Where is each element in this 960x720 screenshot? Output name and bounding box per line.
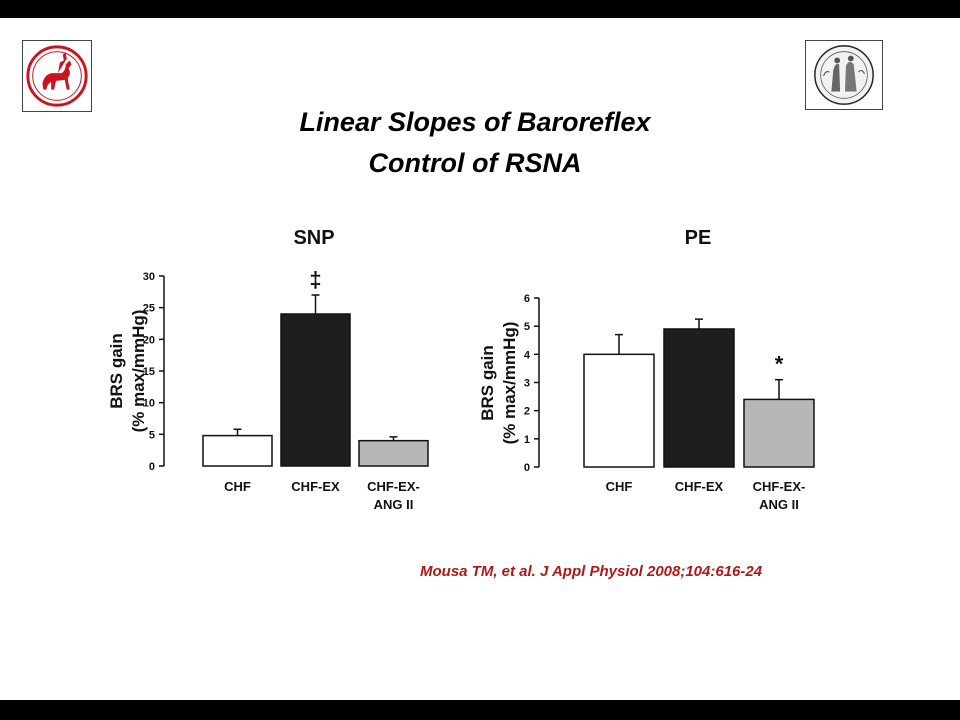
chart-snp-y-tick-label: 10 bbox=[143, 398, 155, 410]
chart-snp-bar bbox=[358, 439, 429, 467]
chart-snp-bar bbox=[202, 434, 273, 467]
chart-snp-y-axis-label: BRS gain (% max/mmHg) bbox=[107, 310, 148, 433]
chart-snp-y-tick-label: 20 bbox=[143, 334, 155, 346]
chart-pe-y-axis-label-line: (% max/mmHg) bbox=[500, 322, 519, 445]
chart-pe: PE 0 1 2 3 4 5 6 BRS gain (% max/mmHg) CHF CHF-EX * C… bbox=[478, 227, 815, 512]
chart-pe-bar bbox=[663, 328, 735, 468]
citation-text: Mousa TM, et al. J Appl Physiol 2008;104… bbox=[420, 563, 763, 580]
top-black-band bbox=[0, 0, 960, 18]
chart-pe-y-tick-label: 4 bbox=[524, 349, 531, 361]
chart-pe-y-tick-label: 3 bbox=[524, 378, 530, 390]
chart-pe-y-tick-label: 1 bbox=[524, 434, 530, 446]
university-emblem-logo bbox=[22, 40, 92, 112]
chart-pe-y-tick-label: 5 bbox=[524, 321, 530, 333]
chart-snp: SNP 0 5 10 15 20 25 30 BRS gain (% max/mmHg) CHF ‡ C… bbox=[107, 227, 429, 512]
chart-pe-bar bbox=[743, 398, 815, 468]
slide-title-line-2: Control of RSNA bbox=[368, 148, 582, 178]
chart-snp-category-label: CHF-EX- bbox=[367, 479, 420, 494]
slide-title-line-1: Linear Slopes of Baroreflex bbox=[299, 107, 651, 137]
chart-snp-y-axis-label-line: (% max/mmHg) bbox=[129, 310, 148, 433]
chart-pe-significance-mark: * bbox=[775, 352, 784, 377]
chart-pe-bar bbox=[583, 353, 655, 468]
chart-snp-category-label: CHF-EX bbox=[291, 479, 340, 494]
bottom-black-band bbox=[0, 700, 960, 720]
chart-pe-category-label: CHF-EX- bbox=[753, 479, 806, 494]
chart-snp-y-tick-label: 0 bbox=[149, 461, 155, 473]
chart-pe-y-tick-label: 2 bbox=[524, 406, 530, 418]
chart-pe-y-tick-label: 0 bbox=[524, 462, 530, 474]
chart-snp-title: SNP bbox=[293, 227, 334, 249]
chart-snp-y-axis-label-line: BRS gain bbox=[107, 333, 126, 409]
academy-seal-logo bbox=[805, 40, 883, 110]
engraved-seal-icon bbox=[814, 45, 874, 105]
chart-pe-category-label: CHF-EX bbox=[675, 479, 724, 494]
chart-pe-y-axis-label: BRS gain (% max/mmHg) bbox=[478, 322, 519, 445]
chart-pe-y-tick-label: 6 bbox=[524, 293, 530, 305]
chart-snp-y-tick-label: 15 bbox=[143, 366, 155, 378]
chart-pe-y-axis-label-line: BRS gain bbox=[478, 345, 497, 421]
chart-snp-significance-mark: ‡ bbox=[309, 267, 321, 292]
chart-pe-category-label: CHF bbox=[606, 479, 633, 494]
chart-pe-title: PE bbox=[685, 227, 712, 249]
chart-pe-category-label: ANG II bbox=[759, 497, 799, 512]
chart-snp-y-tick-label: 25 bbox=[143, 303, 155, 315]
chart-snp-y-tick-label: 5 bbox=[149, 429, 155, 441]
chart-snp-bar bbox=[280, 313, 351, 467]
chart-snp-y-tick-label: 30 bbox=[143, 271, 155, 283]
chart-snp-category-label: CHF bbox=[224, 479, 251, 494]
horse-rider-emblem-icon bbox=[26, 45, 88, 107]
chart-snp-category-label: ANG II bbox=[374, 497, 414, 512]
